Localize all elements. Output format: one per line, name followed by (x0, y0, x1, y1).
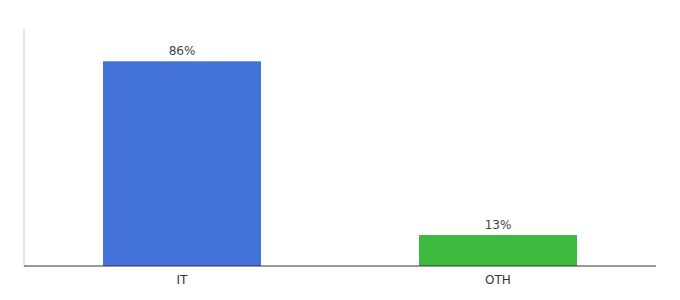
x-tick-label: OTH (485, 273, 511, 287)
x-axis-line (24, 266, 656, 267)
bar (419, 235, 577, 266)
chart-container: IT OTH 86% 13% (0, 0, 680, 300)
y-axis-line (24, 28, 25, 266)
chart-svg: IT OTH 86% 13% (0, 0, 680, 300)
bar (103, 61, 261, 266)
x-tick-label: IT (177, 273, 189, 287)
data-label: 86% (169, 44, 196, 58)
data-label: 13% (485, 218, 512, 232)
bars (103, 61, 577, 266)
